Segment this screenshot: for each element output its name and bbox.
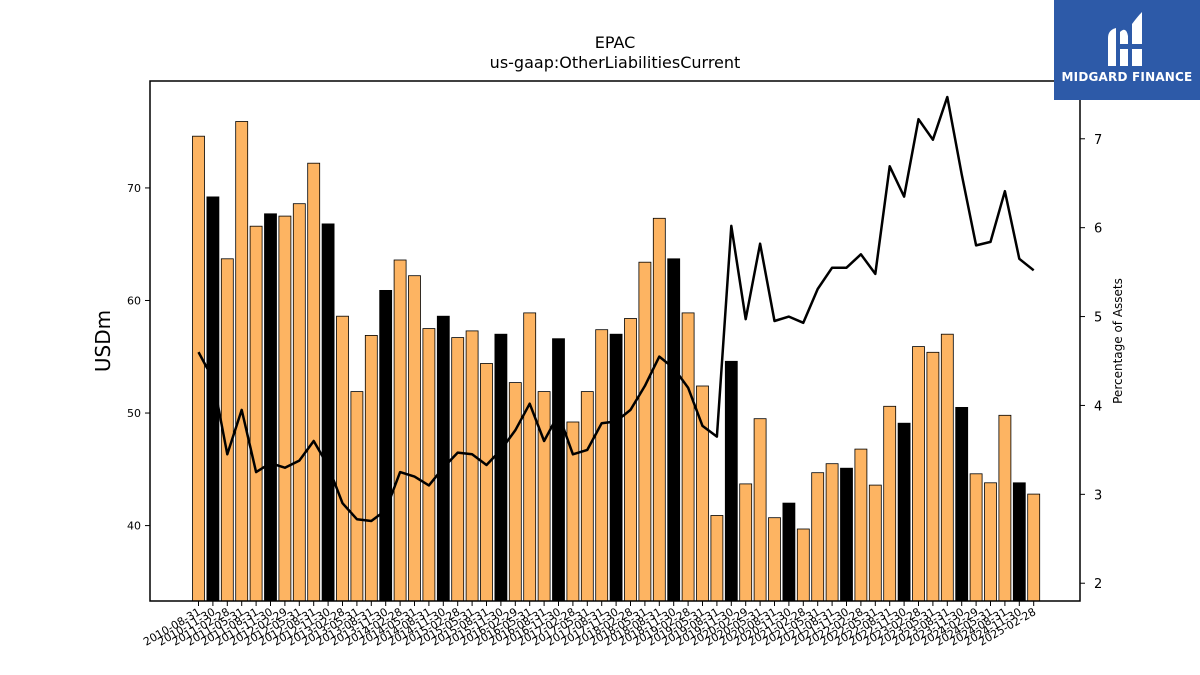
bar [897, 422, 911, 602]
bar [537, 391, 551, 602]
bar [811, 472, 825, 602]
y-tick-label: 70 [127, 182, 141, 195]
y-tick-label: 60 [127, 294, 141, 307]
bar [552, 338, 565, 602]
bar [278, 215, 292, 602]
bar [523, 312, 537, 602]
line-group [197, 95, 1035, 523]
bar [508, 382, 522, 602]
bar [566, 421, 580, 602]
y-axis-label: USDm [91, 310, 115, 372]
y2-tick-label: 6 [1094, 222, 1102, 237]
bar [465, 330, 479, 602]
bar [753, 418, 767, 602]
bar [1012, 482, 1026, 602]
logo-mark-icon [1108, 12, 1142, 66]
bar [451, 337, 465, 602]
y2-tick-label: 2 [1094, 577, 1102, 592]
bar [249, 225, 263, 602]
bar [595, 329, 609, 602]
bar [926, 351, 940, 602]
bar [609, 333, 623, 602]
bar [681, 312, 695, 602]
logo-text: MIDGARD FINANCE [1061, 70, 1193, 84]
y-tick-label: 50 [127, 407, 141, 420]
bar [652, 217, 666, 602]
bar [624, 318, 637, 602]
bar [825, 463, 839, 602]
left-axis: 40 50 60 70 [127, 182, 150, 533]
y2-tick-label: 7 [1094, 133, 1102, 148]
bar [782, 502, 796, 602]
plot-frame [149, 80, 1081, 602]
y2-tick-label: 5 [1094, 311, 1102, 326]
x-axis: 2010-08-312010-11-302011-02-282011-05-31… [141, 601, 1038, 649]
brand-logo: MIDGARD FINANCE [1054, 0, 1200, 100]
bar [292, 203, 306, 602]
bar [264, 213, 277, 602]
bar [422, 328, 436, 602]
bar [854, 448, 868, 602]
bars-group [192, 121, 1041, 602]
y-tick-label: 40 [127, 520, 141, 533]
bar [868, 484, 882, 602]
bar [350, 391, 364, 602]
bar [955, 406, 969, 602]
bar [667, 258, 681, 602]
bar [364, 334, 378, 602]
bar [192, 135, 205, 602]
y2-tick-label: 3 [1094, 488, 1102, 503]
bar [883, 405, 897, 602]
bar [796, 528, 810, 602]
bar [768, 517, 781, 602]
bar [379, 289, 393, 602]
bar [912, 346, 925, 602]
bar [321, 223, 335, 602]
percentage-line [197, 95, 1035, 523]
bar [307, 162, 321, 602]
bar [235, 121, 249, 602]
bar [724, 360, 738, 602]
bar [940, 333, 954, 602]
right-axis: 2 3 4 5 6 7 [1080, 133, 1102, 592]
bar [710, 515, 724, 602]
bar [984, 482, 997, 602]
bar [408, 275, 421, 602]
bar [840, 467, 853, 602]
bar [393, 259, 407, 602]
bar [336, 315, 349, 602]
bar [480, 363, 493, 602]
y2-axis-label: Percentage of Assets [1111, 278, 1125, 404]
bar [436, 315, 450, 602]
chart-title: EPAC [595, 33, 636, 52]
bar [1027, 493, 1041, 602]
bar [739, 483, 753, 602]
chart-subtitle: us-gaap:OtherLiabilitiesCurrent [490, 53, 741, 72]
bar [998, 414, 1012, 602]
bar [580, 391, 594, 602]
y2-tick-label: 4 [1094, 399, 1102, 414]
bar [969, 473, 983, 602]
bar [494, 333, 508, 602]
bar [638, 261, 652, 602]
